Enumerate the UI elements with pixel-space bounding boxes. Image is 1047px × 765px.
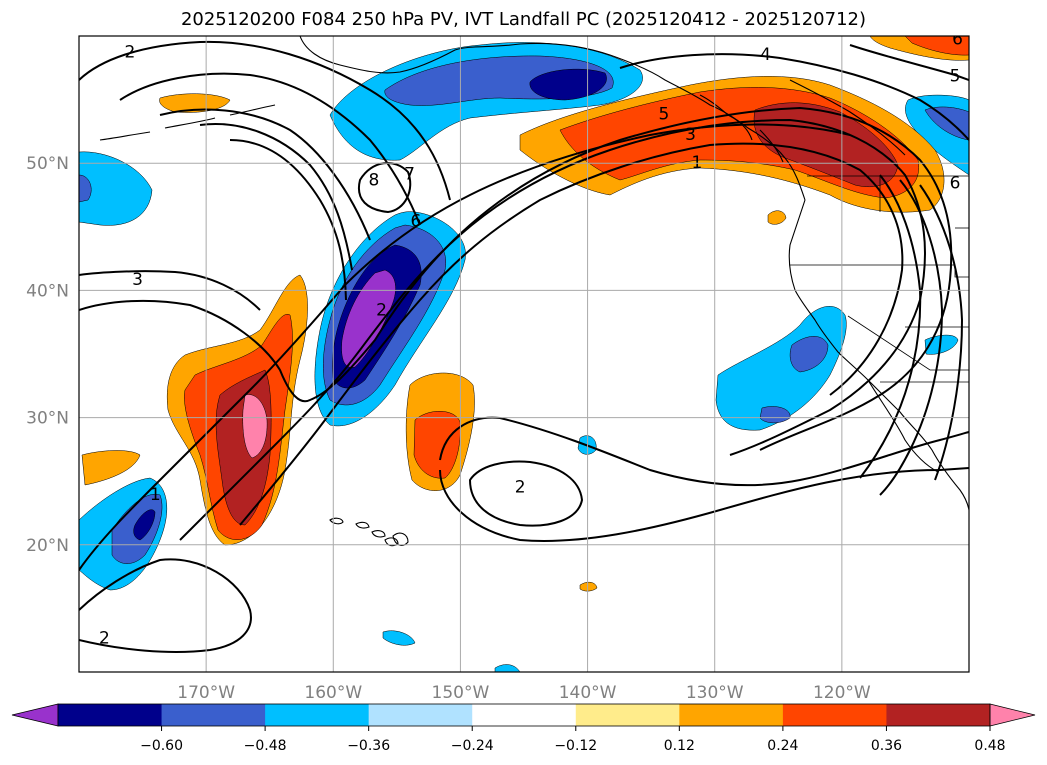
contour-line xyxy=(439,467,969,542)
colorbar-frame xyxy=(57,703,991,727)
lon-tick-label: 130°W xyxy=(686,683,744,703)
contour-line xyxy=(229,139,347,301)
colorbar-tick-label: 0.48 xyxy=(974,738,1005,754)
contour-label: 1 xyxy=(150,485,161,505)
contour-label: 2 xyxy=(376,300,387,320)
colorbar-bin xyxy=(265,704,370,726)
colorbar-bin xyxy=(472,704,577,726)
map-frame xyxy=(78,35,970,673)
contour-line xyxy=(919,184,964,481)
colorbar-extend-max xyxy=(989,703,1036,727)
contour-label: 5 xyxy=(658,105,669,125)
contour-line xyxy=(79,40,451,201)
contour-line xyxy=(119,72,421,226)
lat-tick-label: 50°N xyxy=(26,154,69,174)
contour-line xyxy=(859,174,922,479)
contour-line xyxy=(468,460,584,527)
coastline-alaska xyxy=(299,36,806,201)
colorbar-bin xyxy=(679,704,784,726)
coastline-canada xyxy=(789,79,906,156)
contour-line xyxy=(619,53,969,141)
contour-label: 3 xyxy=(685,125,696,145)
contour-line xyxy=(879,179,944,496)
contour-label: 6 xyxy=(952,30,963,50)
contour-line xyxy=(849,44,969,81)
map-title: 2025120200 F084 250 hPa PV, IVT Landfall… xyxy=(180,9,867,30)
negative-shade-southwest-core xyxy=(133,509,156,541)
colorbar-tick-label: −0.48 xyxy=(244,738,287,754)
colorbar-bin xyxy=(368,704,473,726)
colorbar-bin xyxy=(575,704,680,726)
contour-label: 8 xyxy=(369,171,380,191)
lon-tick-label: 170°W xyxy=(177,683,235,703)
border-state-3 xyxy=(847,315,969,371)
island-hawaii-2 xyxy=(355,521,370,529)
colorbar-tick-labels: −0.60 −0.48 −0.36 −0.24 −0.12 0.12 0.24 0.36 0.4… xyxy=(140,726,1006,754)
contour-line xyxy=(79,123,851,571)
contour-label: 4 xyxy=(760,45,771,65)
island-hawaii-5 xyxy=(392,532,409,546)
contour-label: 5 xyxy=(950,66,961,86)
negative-shade-small-2 xyxy=(382,630,416,646)
contour-line xyxy=(179,118,926,541)
positive-shade-small-coast xyxy=(767,210,787,225)
colorbar-bin xyxy=(161,704,266,726)
lon-tick-label: 160°W xyxy=(304,683,362,703)
contour-label: 2 xyxy=(124,42,135,62)
contour-label: 6 xyxy=(411,211,422,231)
latitude-labels: 50°N 40°N 30°N 20°N xyxy=(26,154,69,556)
pv-contours xyxy=(79,40,969,653)
colorbar-bin xyxy=(782,704,887,726)
colorbar-tick-label: 0.36 xyxy=(871,738,902,754)
contour-label: 2 xyxy=(515,477,526,497)
negative-shade-west xyxy=(79,151,153,226)
gridlines xyxy=(79,36,969,672)
contour-label: 6 xyxy=(950,173,961,193)
colorbar xyxy=(11,703,1036,727)
colorbar-tick-label: −0.24 xyxy=(451,738,494,754)
positive-shade-mid-inner xyxy=(413,411,461,479)
lon-tick-label: 150°W xyxy=(432,683,490,703)
colorbar-extend-min xyxy=(11,703,59,727)
contour-label: 3 xyxy=(132,270,143,290)
contour-line xyxy=(239,142,904,526)
lon-tick-label: 120°W xyxy=(813,683,871,703)
coastline-us-west xyxy=(788,199,969,511)
contour-line xyxy=(79,558,252,653)
island-hawaii-3 xyxy=(371,530,386,538)
lat-tick-label: 30°N xyxy=(26,409,69,429)
colorbar-bin xyxy=(886,704,991,726)
negative-shade-central-core xyxy=(341,269,396,368)
colorbar-tick-label: −0.36 xyxy=(347,738,390,754)
positive-shade-small-west xyxy=(81,450,141,486)
coastline-aleutians xyxy=(99,104,276,141)
colorbar-tick-label: −0.12 xyxy=(554,738,597,754)
colorbar-tick-label: 0.24 xyxy=(767,738,798,754)
colorbar-bin xyxy=(58,704,163,726)
contour-label: 7 xyxy=(404,164,415,184)
lat-tick-label: 20°N xyxy=(26,536,69,556)
contour-line xyxy=(79,270,261,311)
negative-shade-west-inner xyxy=(79,174,92,203)
positive-shade-west-core xyxy=(242,394,268,459)
lat-tick-label: 40°N xyxy=(26,281,69,301)
colorbar-tick-label: 0.12 xyxy=(664,738,695,754)
positive-shade-small-mid xyxy=(579,581,598,592)
negative-shade-small-3 xyxy=(494,664,521,672)
contour-line xyxy=(159,108,371,241)
negative-shade-northeast-inner xyxy=(924,106,969,141)
contour-line xyxy=(199,123,353,271)
lon-tick-label: 140°W xyxy=(559,683,617,703)
longitude-labels: 170°W 160°W 150°W 140°W 130°W 120°W xyxy=(177,683,871,703)
colorbar-tick-label: −0.60 xyxy=(140,738,183,754)
negative-shade-east-inner xyxy=(789,336,829,373)
contour-label: 2 xyxy=(99,629,110,649)
